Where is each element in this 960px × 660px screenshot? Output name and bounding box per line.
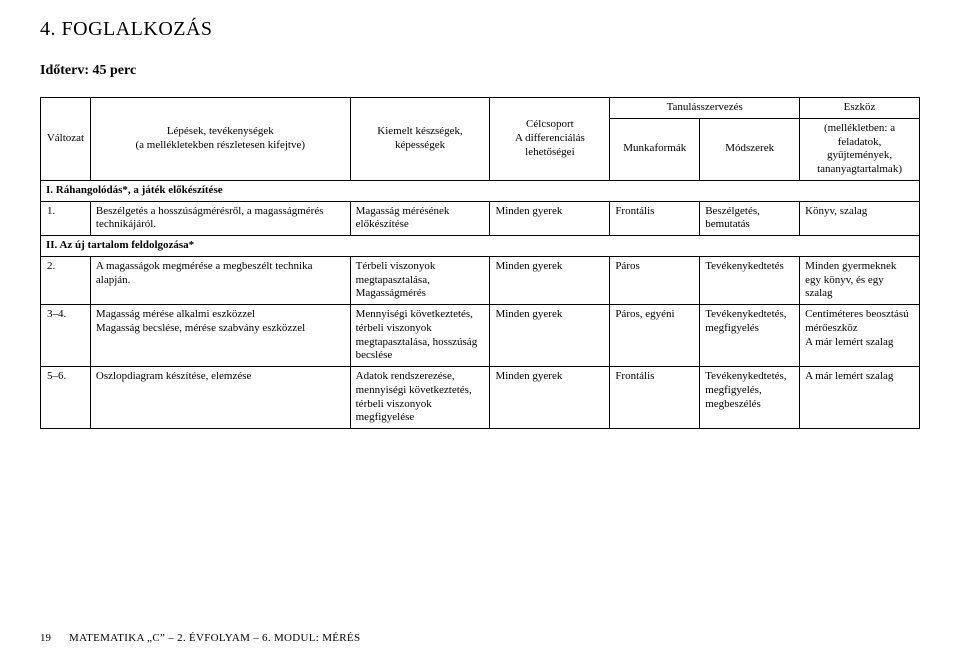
row4-munka: Frontális (610, 367, 700, 429)
row2-cel: Minden gyerek (490, 256, 610, 304)
row3-kiemelt: Mennyiségi következtetés, térbeli viszon… (350, 305, 490, 367)
row3-lepes: Magasság mérése alkalmi eszközzel Magass… (90, 305, 350, 367)
row1-munka: Frontális (610, 201, 700, 236)
row2-lepes: A magasságok megmérése a megbeszélt tech… (90, 256, 350, 304)
row1-lepes: Beszélgetés a hosszúságmérésről, a magas… (90, 201, 350, 236)
row1-cel: Minden gyerek (490, 201, 610, 236)
th-valtozat: Változat (41, 98, 91, 181)
row1-modszer: Beszélgetés, bemutatás (700, 201, 800, 236)
row4-num: 5–6. (41, 367, 91, 429)
row3-num: 3–4. (41, 305, 91, 367)
section-2-label: II. Az új tartalom feldolgozása* (41, 236, 920, 257)
th-lepesek: Lépések, tevékenységek (a mellékletekben… (90, 98, 350, 181)
th-celcsoport-sub: A differenciálás lehetőségei (495, 132, 604, 160)
page-title: 4. FOGLALKOZÁS (40, 18, 920, 41)
row2-eszkoz: Minden gyermeknek egy könyv, és egy szal… (800, 256, 920, 304)
th-eszkoz: Eszköz (800, 98, 920, 119)
row2-kiemelt: Térbeli viszonyok megtapasztalása, Magas… (350, 256, 490, 304)
row3-munka: Páros, egyéni (610, 305, 700, 367)
row1-num: 1. (41, 201, 91, 236)
row4-kiemelt: Adatok rendszerezése, mennyiségi követke… (350, 367, 490, 429)
th-celcsoport: Célcsoport A differenciálás lehetőségei (490, 98, 610, 181)
row4-eszkoz: A már lemért szalag (800, 367, 920, 429)
time-plan: Időterv: 45 perc (40, 63, 920, 79)
row3-cel: Minden gyerek (490, 305, 610, 367)
row2-num: 2. (41, 256, 91, 304)
row2-munka: Páros (610, 256, 700, 304)
th-munkaformak: Munkaformák (610, 118, 700, 180)
page-footer: 19 MATEMATIKA „C” – 2. ÉVFOLYAM – 6. MOD… (40, 632, 920, 644)
th-kiemelt: Kiemelt készségek, képességek (350, 98, 490, 181)
th-celcsoport-title: Célcsoport (495, 118, 604, 132)
row3-eszkoz: Centiméteres beosztású mérőeszköz A már … (800, 305, 920, 367)
th-lepesek-sub: (a mellékletekben részletesen kifejtve) (96, 139, 345, 153)
row2-modszer: Tevékenykedtetés (700, 256, 800, 304)
row4-modszer: Tevékenykedtetés, megfigyelés, megbeszél… (700, 367, 800, 429)
section-1-label: I. Ráhangolódás*, a játék előkészítése (41, 180, 920, 201)
row3-modszer: Tevékenykedtetés, megfigyelés (700, 305, 800, 367)
row1-kiemelt: Magasság mérésének előkészítése (350, 201, 490, 236)
th-tanulas: Tanulásszervezés (610, 98, 800, 119)
document-page: 4. FOGLALKOZÁS Időterv: 45 perc Változat… (0, 0, 960, 429)
page-number: 19 (40, 632, 51, 644)
row1-eszkoz: Könyv, szalag (800, 201, 920, 236)
module-label: MATEMATIKA „C” – 2. ÉVFOLYAM – 6. MODUL:… (69, 632, 360, 644)
row4-lepes: Oszlopdiagram készítése, elemzése (90, 367, 350, 429)
th-lepesek-title: Lépések, tevékenységek (96, 125, 345, 139)
th-modszerek: Módszerek (700, 118, 800, 180)
th-eszkoz-sub: (mellékletben: a feladatok, gyűjtemények… (800, 118, 920, 180)
row4-cel: Minden gyerek (490, 367, 610, 429)
lesson-table: Változat Lépések, tevékenységek (a mellé… (40, 97, 920, 429)
